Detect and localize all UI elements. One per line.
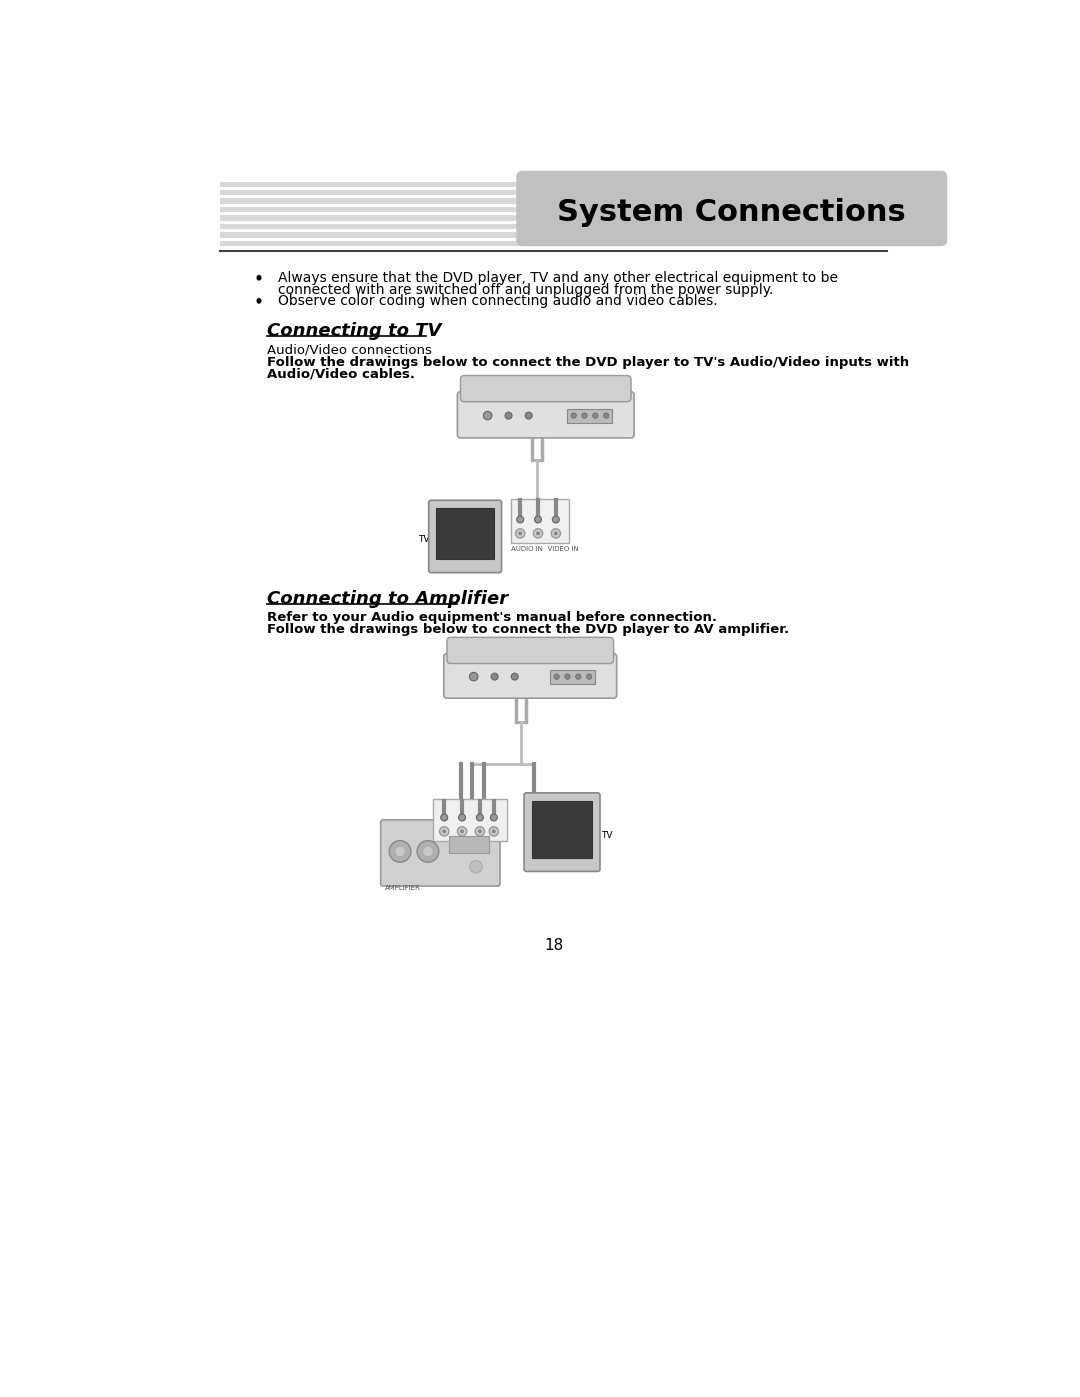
Ellipse shape [460,830,464,833]
Bar [220,207,631,212]
Text: Follow the drawings below to connect the DVD player to TV's Audio/Video inputs w: Follow the drawings below to connect the… [267,355,909,369]
Ellipse shape [470,861,482,873]
Bar [220,232,631,237]
Ellipse shape [554,531,557,535]
Ellipse shape [554,673,559,679]
FancyBboxPatch shape [516,170,947,246]
Ellipse shape [518,531,522,535]
Ellipse shape [571,414,577,418]
Ellipse shape [604,414,609,418]
Ellipse shape [582,414,588,418]
Ellipse shape [490,814,497,821]
Text: Connecting to Amplifier: Connecting to Amplifier [267,590,508,608]
Ellipse shape [458,827,467,835]
Text: Always ensure that the DVD player, TV and any other electrical equipment to be: Always ensure that the DVD player, TV an… [279,271,838,285]
Text: System Connections: System Connections [557,198,906,226]
Text: Follow the drawings below to connect the DVD player to AV amplifier.: Follow the drawings below to connect the… [267,623,788,637]
Text: Refer to your Audio equipment's manual before connection.: Refer to your Audio equipment's manual b… [267,610,717,624]
Ellipse shape [389,841,410,862]
Ellipse shape [535,515,541,522]
Ellipse shape [593,414,598,418]
Ellipse shape [478,830,482,833]
Text: 18: 18 [544,937,563,953]
Ellipse shape [475,827,485,835]
Text: Observe color coding when connecting audio and video cables.: Observe color coding when connecting aud… [279,293,718,307]
Bar [220,198,631,204]
Ellipse shape [565,673,570,679]
Ellipse shape [491,673,498,680]
Text: AUDIO IN  VIDEO IN: AUDIO IN VIDEO IN [435,842,499,849]
FancyBboxPatch shape [429,500,501,573]
Ellipse shape [534,529,542,538]
Bar [220,215,631,221]
Ellipse shape [459,814,465,821]
Text: AMPLIFIER: AMPLIFIER [384,886,420,891]
Ellipse shape [394,847,405,856]
Bar [220,224,631,229]
Ellipse shape [551,529,561,538]
Text: Connecting to TV: Connecting to TV [267,321,441,339]
FancyBboxPatch shape [458,391,634,437]
FancyBboxPatch shape [444,654,617,698]
Text: TV: TV [600,831,612,841]
Ellipse shape [476,814,484,821]
Bar [567,409,612,422]
Bar [220,182,631,187]
FancyBboxPatch shape [524,793,600,872]
FancyBboxPatch shape [447,637,613,664]
Bar [433,799,507,841]
Bar [449,835,489,854]
Ellipse shape [491,830,496,833]
Text: Audio/Video cables.: Audio/Video cables. [267,367,415,381]
Ellipse shape [440,827,449,835]
Ellipse shape [441,814,448,821]
Ellipse shape [525,412,532,419]
Text: connected with are switched off and unplugged from the power supply.: connected with are switched off and unpl… [279,284,773,298]
Bar [436,509,494,559]
Ellipse shape [515,529,525,538]
Bar [551,669,595,683]
Text: TV: TV [418,535,430,545]
Ellipse shape [256,275,261,281]
Bar [511,499,569,543]
Ellipse shape [511,673,518,680]
Ellipse shape [576,673,581,679]
Text: Audio/Video connections: Audio/Video connections [267,344,432,356]
Ellipse shape [586,673,592,679]
Ellipse shape [470,672,478,680]
Ellipse shape [552,515,559,522]
Ellipse shape [443,830,446,833]
FancyBboxPatch shape [460,376,631,402]
Ellipse shape [256,298,261,303]
Text: AUDIO IN  VIDEO IN: AUDIO IN VIDEO IN [511,546,579,552]
Ellipse shape [489,827,499,835]
Ellipse shape [505,412,512,419]
Ellipse shape [484,411,491,420]
FancyBboxPatch shape [380,820,500,886]
Bar [220,240,631,246]
Ellipse shape [516,515,524,522]
Ellipse shape [536,531,540,535]
Ellipse shape [422,847,433,856]
Ellipse shape [417,841,438,862]
Bar [220,190,631,196]
Bar [531,800,592,858]
